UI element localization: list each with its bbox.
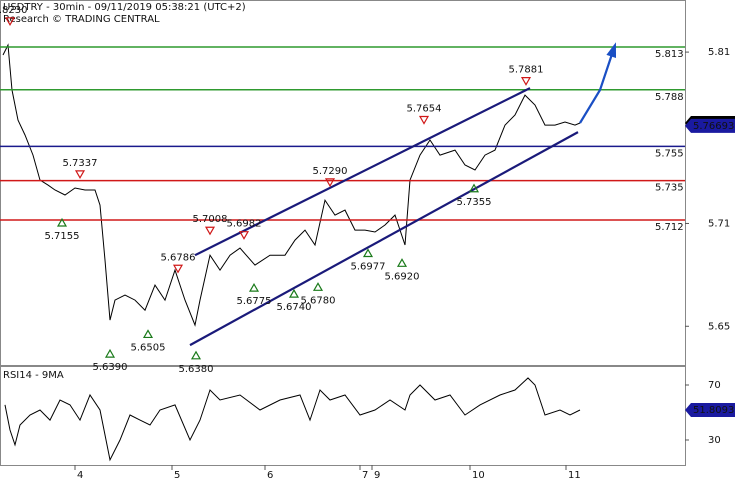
low-marker <box>190 350 202 360</box>
point-label: 5.6977 <box>351 262 386 273</box>
point-label: 5.7155 <box>45 231 80 242</box>
high-marker <box>74 170 86 180</box>
level-label: 5.712 <box>655 222 684 233</box>
trend-line <box>194 87 531 257</box>
x-tick-label: 5 <box>174 470 180 480</box>
high-marker <box>172 264 184 274</box>
trend-line <box>579 44 617 124</box>
chart-title: USDTRY - 30min - 09/11/2019 05:38:21 (UT… <box>3 2 246 13</box>
x-tick-label: 6 <box>267 470 273 480</box>
price-tag <box>685 403 735 418</box>
x-tick-label: 4 <box>77 470 83 480</box>
x-tick-label: 11 <box>568 470 581 480</box>
low-marker <box>56 217 68 227</box>
low-marker <box>288 288 300 298</box>
low-marker <box>362 248 374 258</box>
point-label: 5.8230 <box>0 5 28 16</box>
x-tick-label: 7 <box>362 470 368 480</box>
high-marker <box>4 17 16 27</box>
level-label: 5.755 <box>655 148 684 159</box>
low-marker <box>142 329 154 339</box>
point-label: 5.7654 <box>407 104 442 115</box>
high-marker <box>418 115 430 125</box>
level-label: 5.788 <box>655 92 684 103</box>
y-tick-label: 30 <box>708 435 721 446</box>
price-tag <box>685 118 735 133</box>
high-marker <box>238 231 250 240</box>
trend-line <box>189 131 579 347</box>
price-line <box>2 43 581 327</box>
high-marker <box>204 226 216 236</box>
low-marker <box>396 258 408 267</box>
point-label: 5.6775 <box>237 296 272 307</box>
point-label: 5.6786 <box>161 252 196 263</box>
point-label: 5.6380 <box>179 364 214 375</box>
low-marker <box>468 183 480 193</box>
high-marker <box>520 77 532 86</box>
low-marker <box>104 348 116 358</box>
point-label: 5.7337 <box>63 158 98 169</box>
chart-subtitle: Research © TRADING CENTRAL <box>3 14 160 25</box>
price-tag-label: 51.8093 <box>693 405 734 416</box>
x-tick-label: 9 <box>374 470 380 480</box>
y-tick-label: 5.71 <box>708 218 730 229</box>
point-label: 5.7290 <box>313 166 348 177</box>
point-label: 5.6740 <box>277 302 312 313</box>
y-tick-label: 70 <box>708 380 721 391</box>
plot-area <box>4 377 581 462</box>
x-tick-label: 10 <box>472 470 485 480</box>
rsi-title: RSI14 - 9MA <box>3 370 64 381</box>
point-label: 5.6390 <box>93 362 128 373</box>
price-panel <box>0 0 686 366</box>
y-tick-label: 5.81 <box>708 47 730 58</box>
point-label: 5.6982 <box>227 219 262 230</box>
price-line <box>4 377 581 462</box>
rsi-panel <box>0 366 686 466</box>
plot-area <box>2 43 581 327</box>
point-label: 5.7008 <box>193 214 228 225</box>
price-tag-label: 5.76693 <box>693 121 734 132</box>
point-label: 5.7355 <box>457 197 492 208</box>
point-label: 5.7881 <box>509 65 544 76</box>
y-tick-label: 5.65 <box>708 321 730 332</box>
low-marker <box>312 282 324 291</box>
point-label: 5.6780 <box>301 295 336 306</box>
trend-arrow-head <box>606 42 617 59</box>
high-marker <box>324 178 336 188</box>
point-label: 5.6505 <box>131 342 166 353</box>
level-label: 5.813 <box>655 49 684 60</box>
low-marker <box>248 282 260 292</box>
level-label: 5.735 <box>655 183 684 194</box>
point-label: 5.6920 <box>385 271 420 282</box>
